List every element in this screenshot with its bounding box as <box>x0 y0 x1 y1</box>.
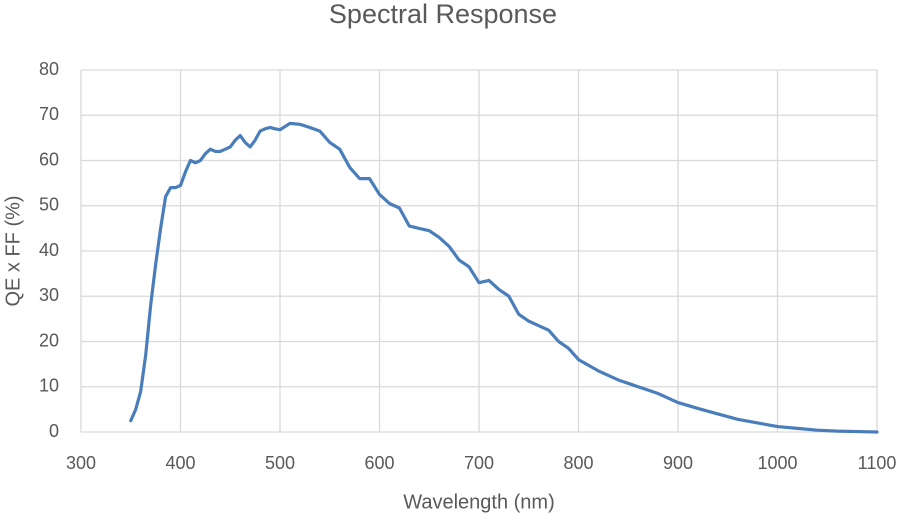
x-axis-title: Wavelength (nm) <box>403 491 555 513</box>
y-tick-label: 20 <box>39 330 59 350</box>
x-tick-label: 400 <box>165 453 195 473</box>
y-tick-label: 40 <box>39 240 59 260</box>
y-tick-label: 50 <box>39 195 59 215</box>
y-tick-label: 60 <box>39 149 59 169</box>
x-tick-label: 600 <box>364 453 394 473</box>
x-tick-label: 700 <box>464 453 494 473</box>
x-tick-label: 500 <box>265 453 295 473</box>
x-tick-label: 300 <box>66 453 96 473</box>
data-line <box>129 121 879 434</box>
x-tick-label: 1100 <box>858 453 897 473</box>
y-tick-label: 30 <box>39 285 59 305</box>
y-tick-label: 70 <box>39 104 59 124</box>
y-tick-label: 10 <box>39 376 59 396</box>
x-tick-label: 1000 <box>757 453 797 473</box>
x-tick-label: 900 <box>663 453 693 473</box>
y-tick-label: 0 <box>49 421 59 441</box>
y-axis-title: QE x FF (%) <box>2 195 24 306</box>
y-tick-label: 80 <box>39 59 59 79</box>
chart-title: Spectral Response <box>329 0 557 29</box>
x-tick-label: 800 <box>563 453 593 473</box>
